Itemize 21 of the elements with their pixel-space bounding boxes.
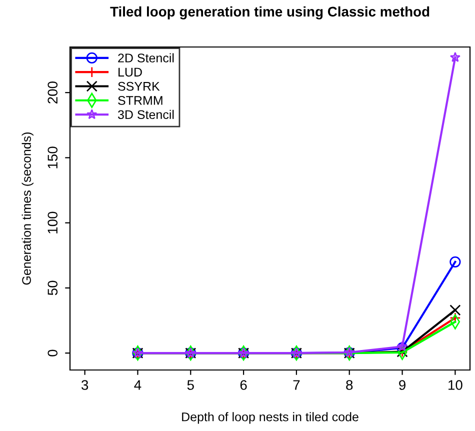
y-tick-label: 200 [48,82,58,104]
x-tick-label: 4 [134,380,142,390]
x-tick-label: 6 [240,380,247,390]
y-tick-label: 100 [48,212,58,234]
legend-label: SSYRK [118,82,160,91]
legend-label: 2D Stencil [118,53,174,62]
y-tick-label: 50 [48,280,58,296]
x-tick-label: 3 [81,380,88,390]
x-tick-label: 7 [293,380,300,390]
legend-label: STRMM [118,96,162,105]
legend-label: LUD [118,68,142,77]
x-tick-label: 10 [448,380,462,390]
x-tick-label: 8 [346,380,353,390]
legend-label: 3D Stencil [118,110,174,120]
chart-title: Tiled loop generation time using Classic method [110,6,430,20]
y-tick-label: 0 [48,350,58,356]
x-tick-label: 5 [187,380,194,390]
x-axis-title: Depth of loop nests in tiled code [182,412,358,424]
x-tick-label: 9 [399,380,406,390]
y-axis-title: Generation times (seconds) [22,132,34,285]
y-tick-label: 150 [48,146,58,168]
